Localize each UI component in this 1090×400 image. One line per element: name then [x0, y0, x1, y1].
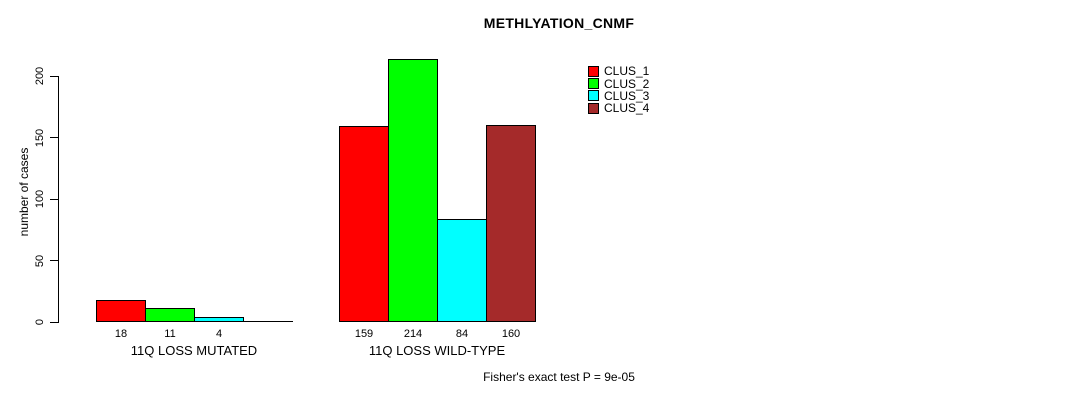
bar-clus_3 [194, 317, 244, 322]
legend-item: CLUS_4 [588, 102, 649, 114]
y-tick [50, 198, 58, 200]
y-tick-label: 100 [34, 189, 46, 209]
y-tick-label: 50 [34, 254, 46, 267]
legend-item: CLUS_3 [588, 90, 649, 102]
stat-annotation: Fisher's exact test P = 9e-05 [483, 370, 635, 384]
bar-value-label: 84 [455, 328, 469, 340]
y-tick-label: 150 [34, 128, 46, 147]
legend-label: CLUS_1 [604, 64, 650, 79]
bar-clus_1 [339, 126, 389, 322]
y-tick [50, 321, 58, 323]
bar-clus_2 [145, 308, 195, 322]
legend-swatch [588, 102, 599, 114]
y-tick-label: 0 [34, 318, 46, 326]
bar-value-label: 160 [501, 328, 521, 340]
x-group-label: 11Q LOSS WILD-TYPE [368, 343, 506, 358]
bar-value-label: 4 [215, 328, 223, 340]
bar-clus_3 [437, 219, 487, 322]
x-group-label: 11Q LOSS MUTATED [130, 343, 258, 358]
bar-value-label: 214 [403, 328, 423, 340]
y-tick [50, 260, 58, 261]
bar-value-label: 159 [354, 328, 374, 340]
y-axis-title: number of cases [17, 147, 31, 237]
legend: CLUS_1 CLUS_2 CLUS_3 CLUS_4 [588, 65, 649, 115]
bar-value-label: 11 [164, 328, 176, 340]
legend-label: CLUS_2 [604, 76, 650, 91]
legend-label: CLUS_4 [604, 101, 650, 116]
y-axis-line [58, 76, 59, 323]
legend-swatch [588, 90, 599, 102]
chart-title: METHLYATION_CNMF [483, 15, 635, 31]
legend-swatch [588, 65, 599, 77]
y-tick-label: 200 [34, 66, 46, 86]
legend-label: CLUS_3 [604, 88, 650, 103]
legend-item: CLUS_1 [588, 65, 649, 77]
bar-clus_4 [486, 125, 536, 322]
bar-clus_4-zero [243, 321, 293, 322]
legend-swatch [588, 78, 599, 90]
bar-value-label: 18 [114, 328, 128, 340]
legend-item: CLUS_2 [588, 76, 650, 91]
y-tick [50, 75, 58, 77]
y-tick [50, 137, 58, 138]
bar-clus_2 [388, 59, 438, 322]
bar-clus_1 [96, 300, 146, 322]
